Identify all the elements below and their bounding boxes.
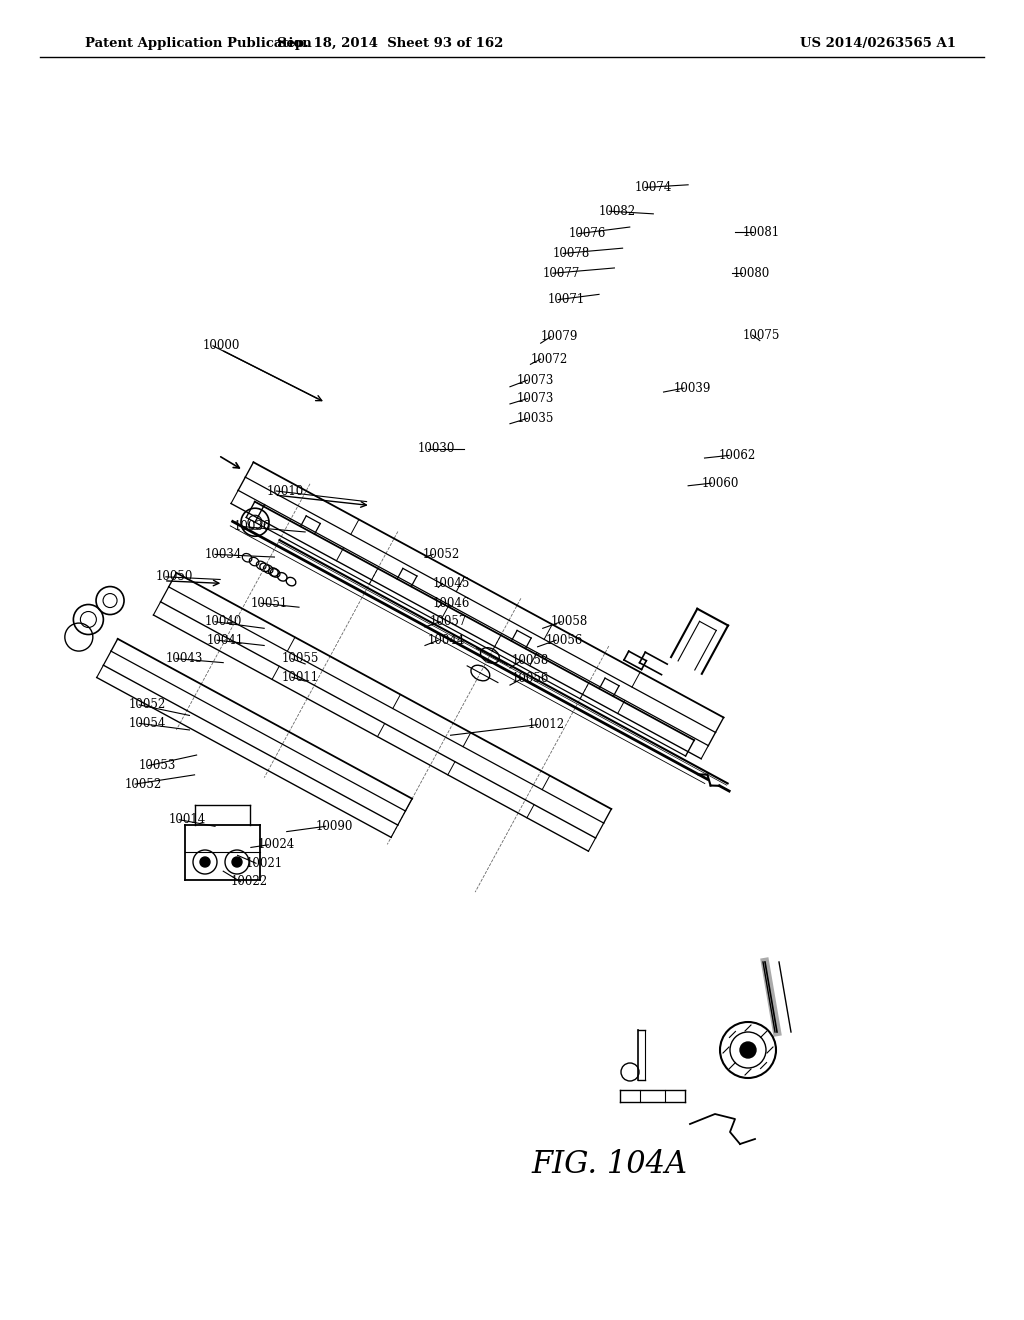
Text: 10078: 10078 xyxy=(553,247,590,260)
Text: 10014: 10014 xyxy=(169,813,206,826)
Circle shape xyxy=(200,857,210,867)
Text: 10056: 10056 xyxy=(546,634,583,647)
Text: 10050: 10050 xyxy=(156,570,193,583)
Text: 10035: 10035 xyxy=(517,412,554,425)
Circle shape xyxy=(232,857,242,867)
Text: 10010: 10010 xyxy=(266,484,303,498)
Text: 10081: 10081 xyxy=(742,226,779,239)
Text: 10012: 10012 xyxy=(527,718,564,731)
Text: 10054: 10054 xyxy=(129,717,166,730)
Text: 10039: 10039 xyxy=(674,381,711,395)
Text: 10057: 10057 xyxy=(430,615,467,628)
Text: 10052: 10052 xyxy=(129,698,166,711)
Text: 10074: 10074 xyxy=(635,181,672,194)
Text: 10071: 10071 xyxy=(548,293,585,306)
Text: 10044: 10044 xyxy=(428,634,465,647)
Circle shape xyxy=(740,1041,756,1059)
Text: 10075: 10075 xyxy=(742,329,779,342)
Text: 10073: 10073 xyxy=(517,392,554,405)
Text: 10030: 10030 xyxy=(418,442,455,455)
Text: 10058: 10058 xyxy=(551,615,588,628)
Text: 10045: 10045 xyxy=(432,577,469,590)
Text: 10034: 10034 xyxy=(205,548,242,561)
Text: Patent Application Publication: Patent Application Publication xyxy=(85,37,311,50)
Text: 10056: 10056 xyxy=(512,672,549,685)
Text: 10022: 10022 xyxy=(230,875,267,888)
Text: 10060: 10060 xyxy=(701,477,738,490)
Text: 10062: 10062 xyxy=(719,449,756,462)
Text: 10036: 10036 xyxy=(233,520,270,533)
Text: 10024: 10024 xyxy=(258,838,295,851)
Text: 10000: 10000 xyxy=(203,339,240,352)
Text: 10052: 10052 xyxy=(423,548,460,561)
Text: 10051: 10051 xyxy=(251,597,288,610)
Text: 10011: 10011 xyxy=(282,671,318,684)
Text: 10040: 10040 xyxy=(205,615,242,628)
Text: 10079: 10079 xyxy=(541,330,578,343)
Text: 10077: 10077 xyxy=(543,267,580,280)
Text: 10058: 10058 xyxy=(512,653,549,667)
Text: 10021: 10021 xyxy=(246,857,283,870)
Text: 10072: 10072 xyxy=(530,352,567,366)
Text: US 2014/0263565 A1: US 2014/0263565 A1 xyxy=(800,37,956,50)
Text: 10073: 10073 xyxy=(517,374,554,387)
Text: 10076: 10076 xyxy=(568,227,605,240)
Text: 10080: 10080 xyxy=(732,267,769,280)
Text: 10052: 10052 xyxy=(125,777,162,791)
Text: 10043: 10043 xyxy=(166,652,203,665)
Text: 10046: 10046 xyxy=(432,597,469,610)
Text: 10090: 10090 xyxy=(315,820,352,833)
Text: Sep. 18, 2014  Sheet 93 of 162: Sep. 18, 2014 Sheet 93 of 162 xyxy=(276,37,503,50)
Text: FIG. 104A: FIG. 104A xyxy=(531,1148,687,1180)
Text: 10053: 10053 xyxy=(138,759,175,772)
Text: 10082: 10082 xyxy=(599,205,636,218)
Text: 10041: 10041 xyxy=(207,634,244,647)
Text: 10055: 10055 xyxy=(282,652,318,665)
